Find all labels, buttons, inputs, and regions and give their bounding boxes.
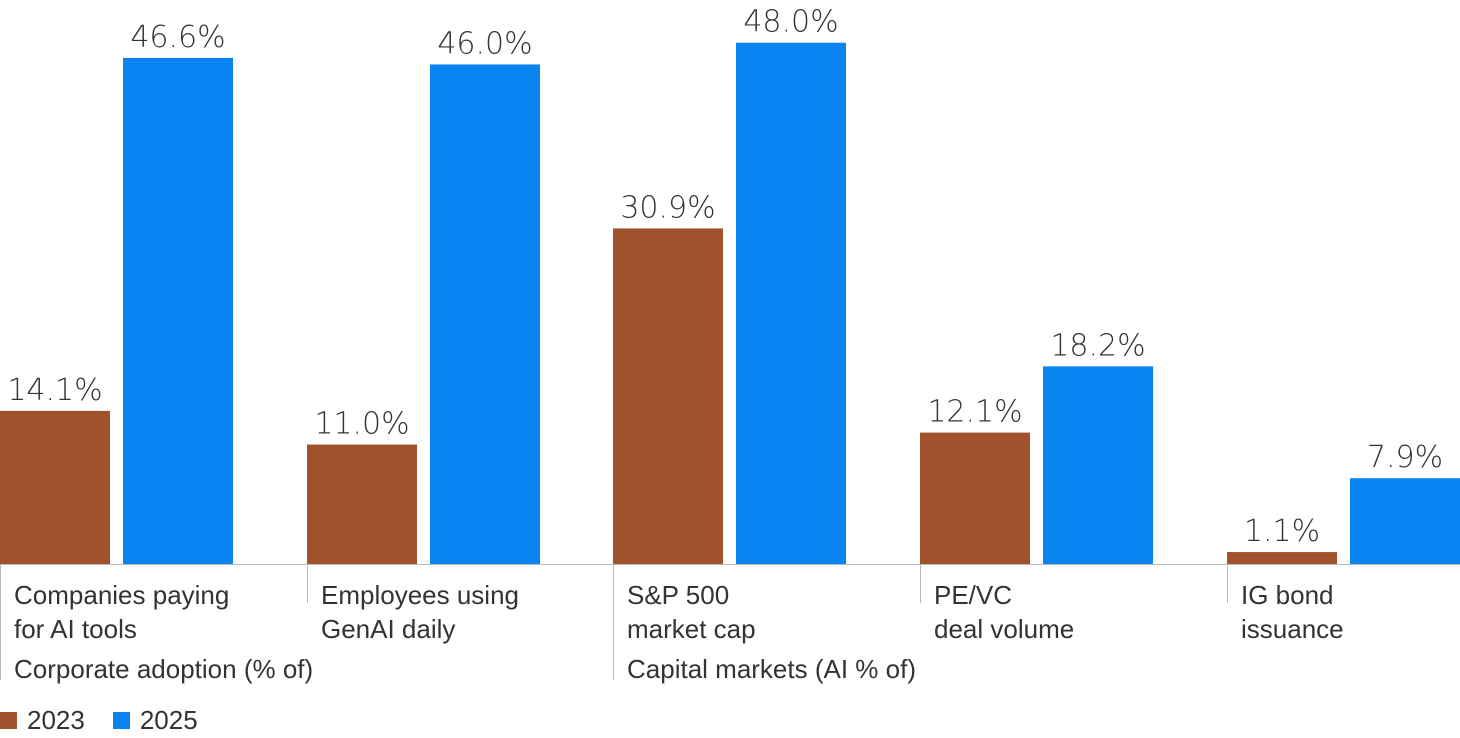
value-label-2025-4: 7.9%	[1367, 440, 1443, 475]
group-label-1: Capital markets (AI % of)	[627, 654, 916, 684]
legend: 2023 2025	[0, 702, 226, 738]
category-label-4-0: IG bond	[1241, 580, 1334, 610]
bar-2025-4	[1350, 478, 1460, 564]
bar-2023-2	[613, 228, 723, 564]
category-label-0-0: Companies paying	[14, 580, 229, 610]
bar-2023-3	[920, 432, 1030, 564]
legend-label-2023: 2023	[27, 704, 85, 735]
value-label-2025-2: 48.0%	[743, 5, 838, 40]
category-label-4-1: issuance	[1241, 614, 1344, 644]
legend-item-2025: 2025	[112, 704, 198, 736]
value-label-2023-2: 30.9%	[620, 190, 715, 225]
category-label-0-1: for AI tools	[14, 614, 137, 644]
legend-swatch-2023	[0, 711, 17, 729]
group-label-0: Corporate adoption (% of)	[14, 654, 313, 684]
value-label-2023-1: 11.0%	[314, 407, 409, 442]
legend-label-2025: 2025	[139, 704, 198, 735]
category-label-1-0: Employees using	[321, 580, 519, 610]
category-label-2-0: S&P 500	[627, 580, 729, 610]
category-label-1-1: GenAI daily	[321, 614, 455, 644]
legend-swatch-2025	[112, 711, 130, 729]
value-label-2023-0: 14.1%	[7, 373, 102, 408]
value-label-2025-3: 18.2%	[1050, 328, 1145, 363]
bar-2025-2	[736, 42, 846, 565]
category-label-3-1: deal volume	[934, 614, 1074, 644]
bar-2025-3	[1043, 366, 1153, 564]
value-label-2025-1: 46.0%	[437, 26, 532, 61]
legend-item-2023: 2023	[0, 705, 85, 736]
value-label-2025-0: 46.6%	[130, 20, 225, 55]
bar-2025-0	[123, 57, 233, 564]
category-label-2-1: market cap	[627, 614, 756, 644]
value-label-2023-4: 1.1%	[1244, 514, 1320, 549]
bars-layer	[0, 42, 1460, 565]
bar-2023-1	[307, 444, 417, 564]
category-label-3-0: PE/VC	[934, 580, 1012, 610]
category-axis: Companies paying for AI tools Employees us…	[0, 564, 1460, 684]
value-labels-layer: 14.1% 11.0% 30.9% 12.1% 1.1% 46.6% 46.0% 48.0% 1…	[7, 5, 1443, 549]
bar-2025-1	[430, 64, 540, 564]
value-label-2023-3: 12.1%	[927, 395, 1022, 430]
bar-2023-0	[0, 410, 110, 564]
bar-2023-4	[1227, 552, 1337, 564]
